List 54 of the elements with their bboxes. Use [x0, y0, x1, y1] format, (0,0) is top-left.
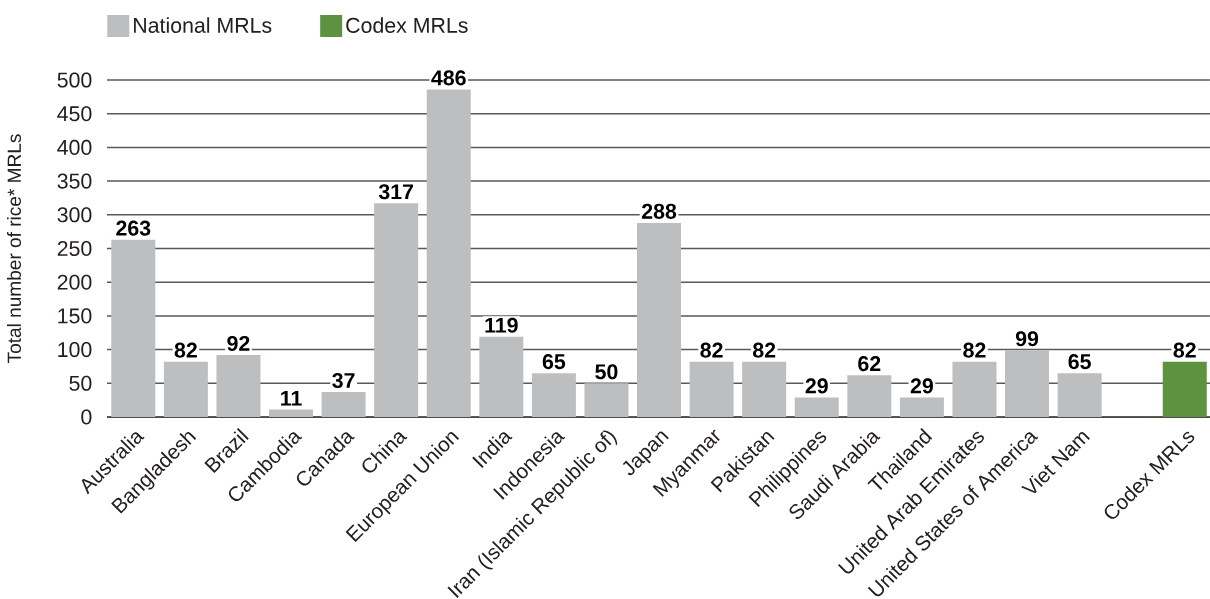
bar [1005, 350, 1050, 417]
y-tick-label: 500 [57, 72, 92, 88]
y-tick-label: 250 [57, 240, 92, 257]
bar [374, 203, 419, 417]
y-tick-label: 400 [57, 139, 92, 155]
data-label: 50 [595, 364, 618, 380]
data-label: 82 [700, 342, 723, 358]
data-label: 82 [963, 342, 986, 358]
data-label: 288 [641, 203, 677, 219]
bar [637, 222, 682, 417]
bar [742, 361, 787, 417]
data-label: 11 [281, 390, 302, 406]
data-label: 263 [116, 220, 151, 236]
data-label: 486 [431, 70, 466, 86]
bar [426, 89, 471, 417]
y-tick-label: 100 [58, 342, 92, 358]
bar [111, 239, 156, 417]
data-label: 119 [485, 317, 518, 333]
bar [847, 375, 892, 417]
legend-label: Codex MRLs [346, 17, 468, 33]
data-label: 82 [1173, 342, 1196, 358]
data-label: 99 [1015, 331, 1039, 347]
bar [216, 354, 261, 417]
data-label: 65 [542, 354, 566, 370]
y-tick-label: 300 [57, 207, 92, 223]
bar [689, 361, 734, 417]
bar [1162, 361, 1207, 417]
y-tick-label: 0 [81, 409, 92, 425]
data-label: 92 [227, 335, 250, 351]
data-label: 82 [174, 342, 197, 358]
y-tick-label: 450 [57, 106, 92, 122]
data-label: 62 [858, 356, 881, 372]
bar [794, 397, 839, 417]
data-label: 29 [910, 378, 933, 394]
bar [531, 373, 576, 417]
bar [952, 361, 997, 417]
data-label: 29 [805, 378, 828, 394]
bar [1057, 373, 1102, 417]
y-tick-label: 50 [69, 375, 92, 391]
bar [584, 383, 629, 417]
data-label: 37 [332, 372, 355, 389]
y-tick-label: 150 [58, 308, 92, 324]
legend-label: National MRLs [134, 17, 272, 33]
data-label: 65 [1068, 354, 1091, 370]
bar [321, 392, 366, 417]
y-tick-label: 350 [57, 173, 92, 189]
data-label: 317 [378, 184, 413, 200]
data-label: 82 [752, 342, 776, 358]
bar [899, 397, 944, 417]
bar [163, 361, 208, 417]
bar [479, 336, 524, 417]
y-tick-label: 200 [57, 274, 92, 290]
bar [269, 409, 314, 417]
y-axis-title: Total number of rice* MRLs [7, 134, 22, 364]
